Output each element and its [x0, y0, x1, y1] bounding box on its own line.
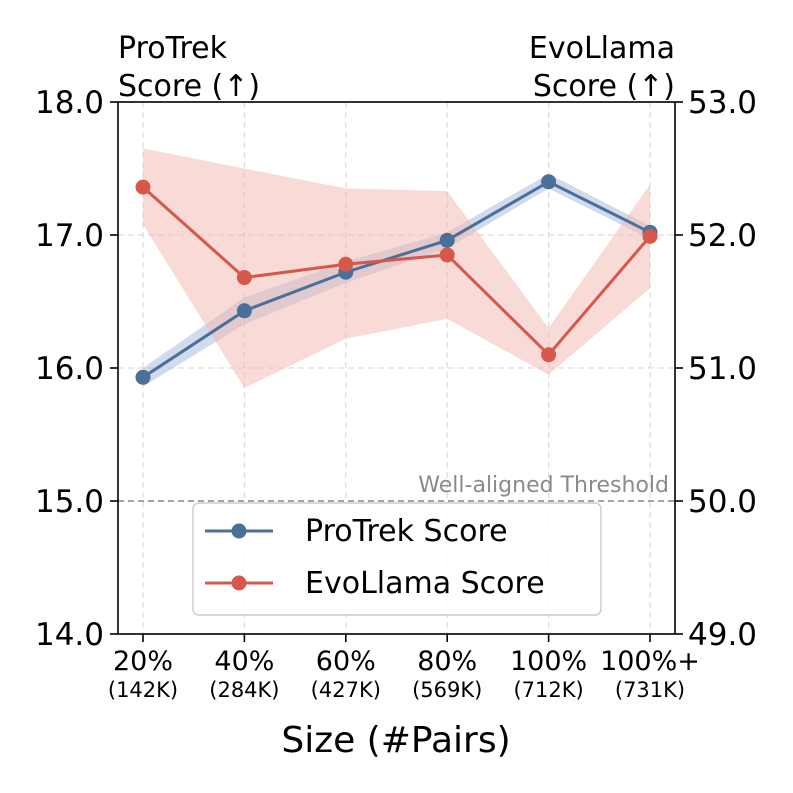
series-lines	[142, 180, 652, 379]
left-tick-label: 18.0	[35, 85, 104, 121]
x-tick-sublabel: (427K)	[311, 678, 381, 702]
x-tick-label: 40%	[214, 646, 274, 677]
threshold-label: Well-aligned Threshold	[418, 473, 669, 498]
legend: ProTrek Score EvoLlama Score	[192, 502, 602, 616]
right-axis-ticks: 49.0 50.0 51.0 52.0 53.0	[675, 85, 757, 653]
left-tick-label: 16.0	[35, 351, 104, 387]
x-tick-sublabel: (712K)	[513, 678, 583, 702]
line-evollama-score	[142, 186, 652, 357]
threshold: Well-aligned Threshold	[118, 473, 675, 502]
point-protrek-score	[236, 303, 252, 319]
right-tick-label: 50.0	[688, 484, 757, 520]
x-tick-sublabel: (731K)	[615, 678, 685, 702]
right-tick-label: 52.0	[688, 218, 757, 254]
point-evollama-score	[135, 179, 151, 195]
right-tick-label: 51.0	[688, 351, 757, 387]
legend-box	[192, 502, 602, 616]
left-tick-label: 15.0	[35, 484, 104, 520]
point-protrek-score	[135, 369, 151, 385]
point-evollama-score	[236, 270, 252, 286]
legend-marker-protrek	[231, 523, 247, 539]
left-axis-ticks: 14.0 15.0 16.0 17.0 18.0	[35, 85, 118, 653]
confidence-bands	[143, 148, 650, 388]
x-tick-sublabel: (142K)	[108, 678, 178, 702]
series-points	[135, 174, 658, 385]
right-axis-title-line2: Score (↑)	[533, 69, 675, 104]
left-tick-label: 14.0	[35, 617, 104, 653]
x-tick-sublabel: (569K)	[412, 678, 482, 702]
left-axis-title-line2: Score (↑)	[118, 69, 260, 104]
line-protrek-score	[142, 180, 651, 379]
band-evollama-score	[143, 148, 650, 388]
point-evollama-score	[439, 247, 455, 263]
point-protrek-score	[439, 232, 455, 248]
x-tick-sublabel: (284K)	[209, 678, 279, 702]
right-axis-title-line1: EvoLlama	[529, 31, 675, 66]
x-axis-title: Size (#Pairs)	[281, 720, 510, 761]
legend-label-evollama: EvoLlama Score	[305, 566, 545, 601]
right-tick-label: 49.0	[688, 617, 757, 653]
point-evollama-score	[541, 347, 557, 363]
x-tick-label: 100%	[510, 646, 587, 677]
x-tick-label: 100%+	[600, 646, 700, 677]
x-tick-label: 80%	[417, 646, 477, 677]
legend-marker-evollama	[231, 575, 247, 591]
left-tick-label: 17.0	[35, 218, 104, 254]
left-axis-title-line1: ProTrek	[118, 31, 228, 66]
legend-label-protrek: ProTrek Score	[305, 514, 508, 549]
x-tick-label: 60%	[316, 646, 376, 677]
point-protrek-score	[541, 174, 557, 190]
x-tick-label: 20%	[113, 646, 173, 677]
point-evollama-score	[338, 256, 354, 272]
x-axis-ticks: 20%(142K) 40%(284K) 60%(427K) 80%(569K) 100%…	[108, 634, 700, 702]
point-evollama-score	[642, 228, 658, 244]
right-tick-label: 53.0	[688, 85, 757, 121]
